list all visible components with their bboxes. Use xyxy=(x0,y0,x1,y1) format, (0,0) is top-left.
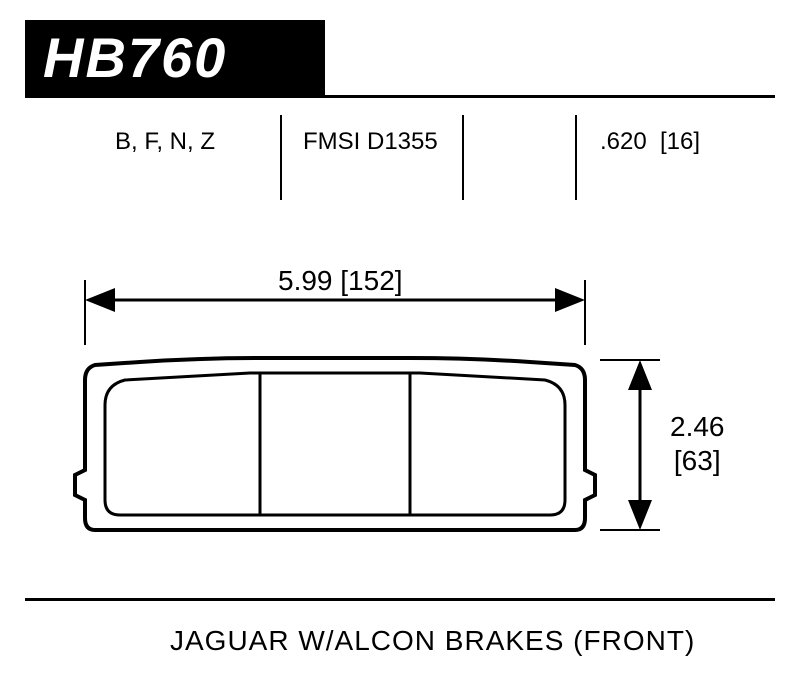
bottom-rule xyxy=(25,598,775,601)
application-label: JAGUAR W/ALCON BRAKES (FRONT) xyxy=(170,625,695,657)
brake-pad-drawing xyxy=(0,0,800,691)
